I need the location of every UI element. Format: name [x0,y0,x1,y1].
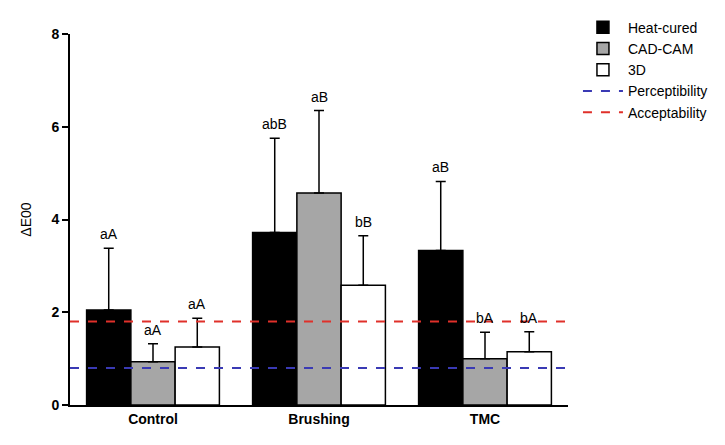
svg-text:Perceptibility: Perceptibility [628,83,707,99]
svg-text:Acceptability: Acceptability [628,105,707,121]
svg-text:TMC: TMC [470,411,500,427]
svg-text:bA: bA [476,310,494,326]
svg-text:ΔE00: ΔE00 [18,202,34,236]
svg-text:Brushing: Brushing [288,411,349,427]
svg-text:6: 6 [51,119,59,135]
svg-text:4: 4 [51,211,59,227]
svg-text:aB: aB [311,89,328,105]
svg-text:bB: bB [355,214,372,230]
svg-text:aA: aA [144,322,162,338]
svg-text:aA: aA [100,226,118,242]
svg-text:aB: aB [432,159,449,175]
svg-text:abB: abB [262,116,287,132]
svg-text:bA: bA [520,310,538,326]
svg-text:3D: 3D [628,62,646,78]
svg-text:CAD-CAM: CAD-CAM [628,41,693,57]
svg-text:aA: aA [188,296,206,312]
svg-text:8: 8 [51,26,59,42]
svg-text:2: 2 [51,304,59,320]
svg-text:0: 0 [51,397,59,413]
svg-text:Heat-cured: Heat-cured [628,20,697,36]
svg-text:Control: Control [128,411,178,427]
